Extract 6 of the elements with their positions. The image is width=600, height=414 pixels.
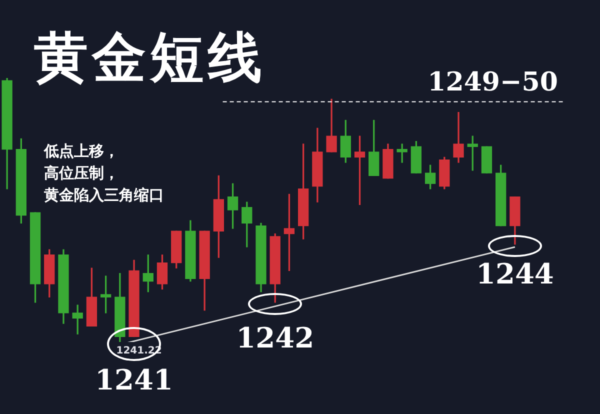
annotation: 1242 [236, 322, 314, 355]
annotation: 1244 [476, 258, 554, 291]
chart-title: 黄金短线 [34, 24, 266, 91]
ref-line-label: 1249−50 [428, 68, 558, 98]
annotation: 1241 [95, 363, 173, 396]
text: 低点上移，高位压制，黄金陷入三角缩口 [43, 142, 164, 204]
